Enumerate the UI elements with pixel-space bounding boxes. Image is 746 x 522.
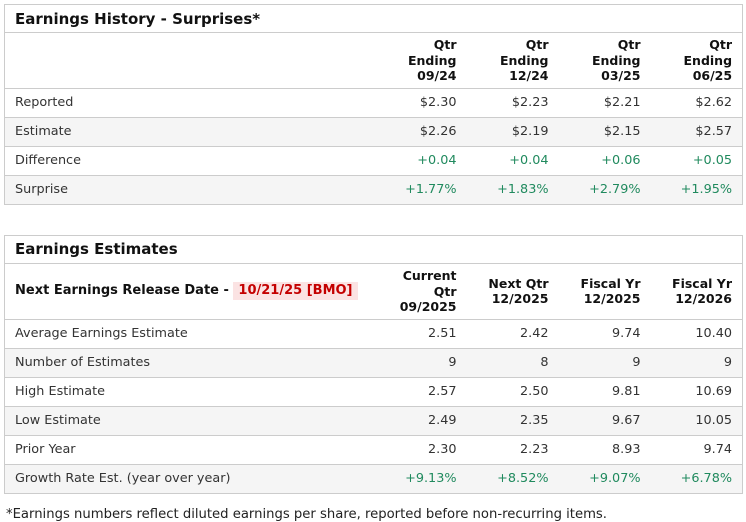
col-header-qtr-0924: Qtr Ending 09/24 [374, 32, 467, 89]
cell-value-positive: +0.04 [466, 146, 559, 176]
row-label: Growth Rate Est. (year over year) [15, 471, 231, 487]
col-header-current-qtr: Current Qtr 09/2025 [374, 263, 467, 320]
cell-value-positive: +0.04 [374, 146, 467, 176]
cell-value-positive: +8.52% [497, 471, 549, 487]
cell-value: 8.93 [558, 435, 651, 465]
col-header-qtr-1224: Qtr Ending 12/24 [466, 32, 559, 89]
table-row-growth-rate-est: Growth Rate Est. (year over year) +9.13%… [4, 464, 743, 494]
cell-value-positive: +9.13% [405, 471, 457, 487]
cell-value: 10.40 [650, 319, 743, 349]
surprises-header-spacer [4, 32, 375, 89]
row-label: Prior Year [4, 435, 375, 465]
table-row-surprise: Surprise +1.77% +1.83% +2.79% +1.95% [4, 175, 743, 205]
cell-value: $2.15 [558, 117, 651, 147]
col-header-next-qtr: Next Qtr 12/2025 [466, 263, 559, 320]
cell-value: $2.30 [374, 88, 467, 118]
cell-value-positive: +1.77% [405, 182, 457, 198]
next-earnings-release-date: 10/21/25 [BMO] [233, 282, 358, 301]
cell-value: $2.23 [466, 88, 559, 118]
cell-value: 9 [374, 348, 467, 378]
cell-value: 9.74 [558, 319, 651, 349]
row-label: Average Earnings Estimate [4, 319, 375, 349]
cell-value: 2.51 [374, 319, 467, 349]
row-label: Low Estimate [4, 406, 375, 436]
table-row-prior-year: Prior Year 2.30 2.23 8.93 9.74 [4, 435, 743, 465]
col-header-qtr-0625: Qtr Ending 06/25 [650, 32, 743, 89]
cell-value-positive: +1.95% [680, 182, 733, 198]
row-label: Number of Estimates [4, 348, 375, 378]
table-row-difference: Difference +0.04 +0.04 +0.06 +0.05 [4, 146, 743, 176]
cell-value: 8 [466, 348, 559, 378]
cell-value-positive: +0.05 [650, 146, 743, 176]
cell-value: $2.57 [650, 117, 743, 147]
col-header-qtr-0325: Qtr Ending 03/25 [558, 32, 651, 89]
cell-value: 9.67 [558, 406, 651, 436]
cell-value: 10.05 [650, 406, 743, 436]
earnings-footnote: *Earnings numbers reflect diluted earnin… [6, 506, 607, 522]
table-row-high-estimate: High Estimate 2.57 2.50 9.81 10.69 [4, 377, 743, 407]
surprises-title-row: Earnings History - Surprises* [4, 4, 743, 33]
cell-value: 2.49 [374, 406, 467, 436]
col-header-fiscal-yr-2026: Fiscal Yr 12/2026 [650, 263, 743, 320]
cell-value-positive: +9.07% [589, 471, 641, 487]
cell-value: 2.35 [466, 406, 559, 436]
row-label: Reported [4, 88, 375, 118]
cell-value: 9 [558, 348, 651, 378]
estimates-table-title: Earnings Estimates [15, 240, 178, 259]
table-row-average-earnings-estimate: Average Earnings Estimate 2.51 2.42 9.74… [4, 319, 743, 349]
cell-value-positive: +0.06 [558, 146, 651, 176]
table-row-number-of-estimates: Number of Estimates 9 8 9 9 [4, 348, 743, 378]
cell-value: 9.74 [650, 435, 743, 465]
cell-value: 2.30 [374, 435, 467, 465]
cell-value: 2.50 [466, 377, 559, 407]
cell-value: $2.26 [374, 117, 467, 147]
cell-value: 9 [650, 348, 743, 378]
earnings-history-surprises-table: Earnings History - Surprises* Qtr Ending… [4, 4, 744, 205]
cell-value-positive: +1.83% [497, 182, 549, 198]
row-label: High Estimate [4, 377, 375, 407]
cell-value-positive: +6.78% [680, 471, 732, 487]
cell-value: 2.57 [374, 377, 467, 407]
next-earnings-release: Next Earnings Release Date - 10/21/25 [B… [4, 263, 375, 320]
cell-value: $2.21 [558, 88, 651, 118]
cell-value: 2.23 [466, 435, 559, 465]
row-label: Estimate [4, 117, 375, 147]
cell-value: $2.62 [650, 88, 743, 118]
cell-value: 10.69 [650, 377, 743, 407]
row-label: Surprise [15, 182, 68, 198]
estimates-header-row: Next Earnings Release Date - 10/21/25 [B… [4, 263, 743, 320]
cell-value: $2.19 [466, 117, 559, 147]
earnings-estimates-table: Earnings Estimates Next Earnings Release… [4, 234, 743, 494]
row-label: Difference [4, 146, 375, 176]
table-row-estimate: Estimate $2.26 $2.19 $2.15 $2.57 [4, 117, 743, 147]
cell-value: 2.42 [466, 319, 559, 349]
table-row-low-estimate: Low Estimate 2.49 2.35 9.67 10.05 [4, 406, 743, 436]
cell-value: 9.81 [558, 377, 651, 407]
surprises-table-title: Earnings History - Surprises* [15, 9, 261, 28]
table-row-reported: Reported $2.30 $2.23 $2.21 $2.62 [4, 88, 743, 118]
next-earnings-release-label: Next Earnings Release Date - [15, 283, 234, 299]
cell-value-positive: +2.79% [589, 182, 641, 198]
surprises-header-row: Qtr Ending 09/24 Qtr Ending 12/24 Qtr En… [4, 32, 743, 89]
estimates-title-row: Earnings Estimates [4, 235, 743, 264]
col-header-fiscal-yr-2025: Fiscal Yr 12/2025 [558, 263, 651, 320]
